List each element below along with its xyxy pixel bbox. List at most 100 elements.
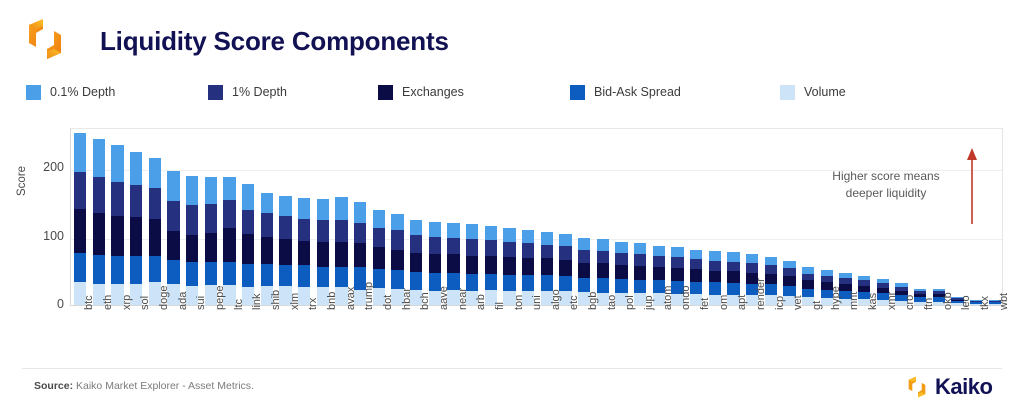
gridline: [71, 170, 1002, 172]
legend-swatch-icon: [378, 84, 393, 100]
bar-btc[interactable]: [74, 133, 87, 305]
bar-near[interactable]: [447, 222, 460, 305]
bar-link[interactable]: [242, 183, 255, 305]
bar-render[interactable]: [745, 254, 759, 305]
bar-ton[interactable]: [503, 228, 516, 305]
bar-tao[interactable]: [596, 239, 609, 305]
bar-segment-0-1-depth: [279, 195, 292, 217]
bar-segment-bid-ask-spread: [671, 281, 684, 295]
legend-item-1-depth[interactable]: 1% Depth: [208, 84, 287, 100]
bar-ltc[interactable]: [223, 177, 236, 305]
bar-segment-volume: [857, 298, 871, 305]
bar-segment-volume: [745, 295, 759, 305]
bar-segment-1-depth: [540, 244, 553, 259]
bar-etc[interactable]: [559, 233, 572, 305]
bar-segment-1-depth: [354, 222, 367, 244]
bar-ada[interactable]: [167, 170, 180, 305]
bar-jup[interactable]: [633, 243, 647, 305]
bar-segment-exchanges: [913, 294, 927, 298]
bar-pol[interactable]: [615, 242, 628, 305]
bar-segment-0-1-depth: [820, 270, 833, 277]
bar-wbt[interactable]: [988, 300, 1001, 305]
legend-item-exchanges[interactable]: Exchanges: [378, 84, 464, 100]
bar-segment-0-1-depth: [391, 213, 404, 231]
bar-leo[interactable]: [951, 296, 964, 305]
legend-item-volume[interactable]: Volume: [780, 84, 846, 100]
chart-header: Liquidity Score Components: [0, 0, 1024, 68]
bar-fil[interactable]: [484, 225, 497, 305]
bar-segment-0-1-depth: [484, 225, 497, 240]
x-tick-label-fet: fet: [699, 297, 712, 310]
bar-gt[interactable]: [801, 267, 815, 305]
bar-trx[interactable]: [298, 198, 311, 305]
source-note: Source: Kaiko Market Explorer - Asset Me…: [34, 380, 254, 392]
bar-uni[interactable]: [522, 229, 535, 305]
footer-divider: [22, 368, 1002, 369]
bar-mnt[interactable]: [839, 272, 852, 305]
bar-hbar[interactable]: [391, 213, 404, 305]
legend-item-0-1-depth[interactable]: 0.1% Depth: [26, 84, 115, 100]
bar-shib[interactable]: [260, 192, 274, 305]
bar-pepe[interactable]: [204, 177, 218, 305]
plot-area: [70, 128, 1003, 306]
bar-vet[interactable]: [783, 260, 796, 305]
bar-segment-bid-ask-spread: [988, 302, 1001, 304]
x-tick-label-okb: okb: [941, 292, 954, 310]
x-tick-label-vet: vet: [792, 295, 805, 310]
bar-segment-volume: [298, 286, 311, 305]
bar-avax[interactable]: [335, 196, 348, 305]
bar-doge[interactable]: [148, 157, 162, 305]
x-tick-label-near: near: [456, 287, 469, 310]
bar-apt[interactable]: [727, 252, 740, 305]
legend-item-bid-ask-spread[interactable]: Bid-Ask Spread: [570, 84, 681, 100]
legend-label: Exchanges: [402, 85, 464, 99]
bar-atom[interactable]: [652, 246, 665, 305]
bar-bch[interactable]: [410, 220, 423, 305]
bar-segment-bid-ask-spread: [876, 293, 889, 300]
bar-arb[interactable]: [466, 224, 479, 305]
bar-sol[interactable]: [130, 151, 143, 305]
bar-kas[interactable]: [857, 275, 871, 305]
bar-segment-exchanges: [969, 301, 983, 303]
bar-segment-0-1-depth: [522, 229, 535, 244]
annotation-line-1: Higher score means: [832, 169, 940, 183]
bar-xlm[interactable]: [279, 195, 292, 305]
bar-bnb[interactable]: [316, 198, 330, 305]
bar-okb[interactable]: [932, 288, 945, 305]
bar-icp[interactable]: [764, 257, 777, 305]
bar-segment-bid-ask-spread: [354, 266, 367, 290]
up-arrow-icon: [962, 146, 982, 226]
bar-segment-exchanges: [633, 266, 647, 280]
bar-aave[interactable]: [428, 222, 442, 305]
bar-xrp[interactable]: [111, 144, 124, 305]
bar-eth[interactable]: [92, 139, 106, 305]
bar-cro[interactable]: [895, 283, 908, 305]
bar-trump[interactable]: [354, 202, 367, 305]
bar-xmr[interactable]: [876, 279, 889, 305]
bar-hype[interactable]: [820, 270, 833, 305]
bar-segment-volume: [671, 294, 684, 305]
x-tick-label-trx: trx: [307, 297, 320, 310]
bar-segment-volume: [596, 292, 609, 305]
bar-segment-volume: [876, 299, 889, 305]
bar-bgb[interactable]: [577, 237, 591, 305]
bar-segment-volume: [820, 298, 833, 305]
bar-fet[interactable]: [689, 249, 703, 305]
bar-segment-exchanges: [671, 268, 684, 282]
bar-dot[interactable]: [372, 209, 386, 305]
bar-segment-1-depth: [895, 286, 908, 291]
bar-algo[interactable]: [540, 231, 553, 305]
bar-segment-0-1-depth: [745, 254, 759, 264]
x-tick-label-sui: sui: [195, 295, 208, 310]
y-tick-label: 0: [57, 297, 64, 311]
bar-segment-volume: [466, 290, 479, 305]
bar-segment-0-1-depth: [204, 177, 218, 205]
page-title: Liquidity Score Components: [100, 26, 449, 56]
bar-segment-volume: [783, 296, 796, 305]
bar-sui[interactable]: [186, 176, 199, 305]
bar-ondo[interactable]: [671, 246, 684, 305]
bar-om[interactable]: [708, 250, 721, 305]
bar-tkx[interactable]: [969, 300, 983, 305]
bar-ftn[interactable]: [913, 288, 927, 305]
bar-segment-bid-ask-spread: [820, 289, 833, 299]
